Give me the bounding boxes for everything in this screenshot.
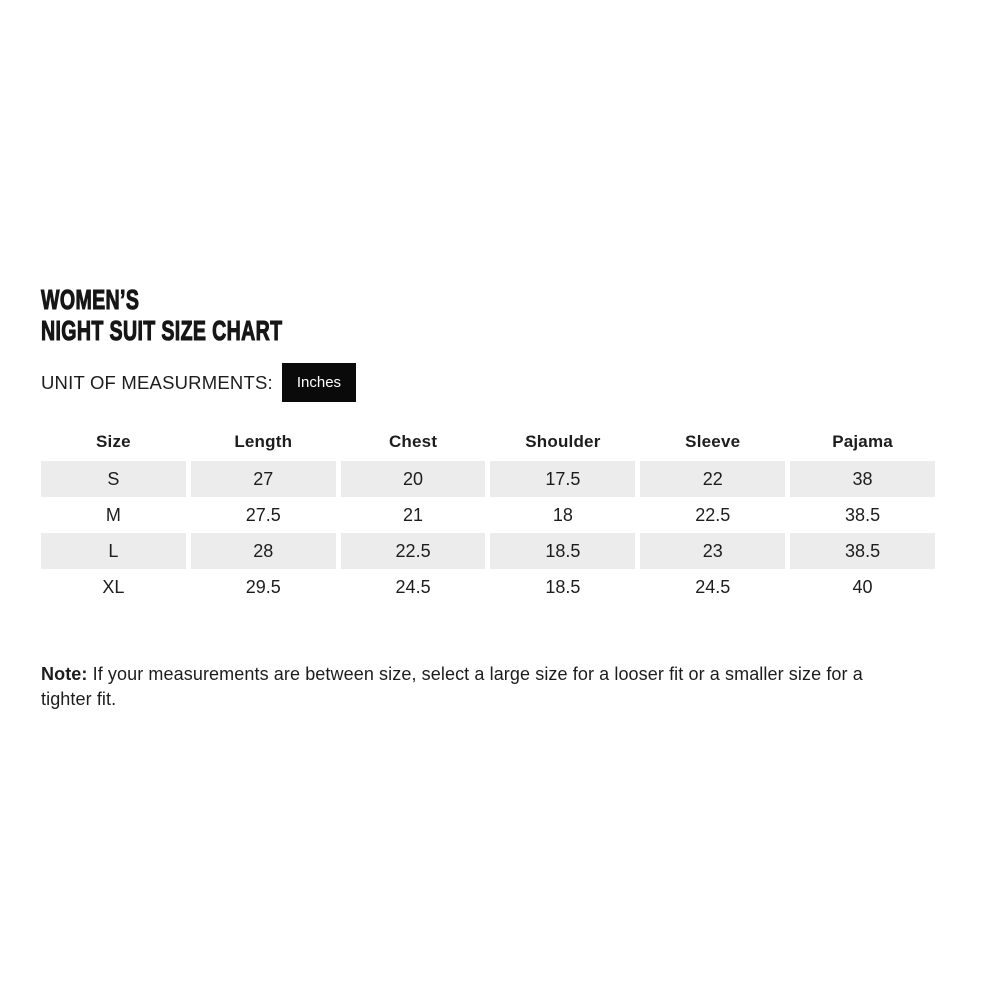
size-table: Size Length Chest Shoulder Sleeve Pajama… [36, 432, 940, 605]
cell-size: L [41, 533, 186, 569]
cell-sleeve: 22 [640, 461, 786, 497]
cell-sleeve: 22.5 [695, 504, 731, 525]
cell-length: 29.5 [245, 576, 281, 597]
table-row-m: M 27.5 21 18 22.5 38.5 [41, 497, 935, 533]
note-text: If your measurements are between size, s… [41, 664, 863, 709]
cell-size: M [105, 504, 121, 525]
table-row-xl: XL 29.5 24.5 18.5 24.5 40 [41, 569, 935, 605]
col-header-chest: Chest [388, 432, 438, 451]
col-header-sleeve: Sleeve [685, 432, 741, 451]
note-label: Note: [41, 664, 88, 684]
page-title-line1: WOMEN’S [41, 283, 140, 315]
unit-label: UNIT OF MEASURMENTS: [41, 371, 273, 393]
unit-row: UNIT OF MEASURMENTS: Inches [41, 363, 949, 402]
cell-pajama: 38.5 [845, 504, 881, 525]
cell-shoulder: 18.5 [545, 576, 581, 597]
col-header-shoulder: Shoulder [525, 432, 601, 451]
cell-shoulder: 17.5 [490, 461, 636, 497]
cell-sleeve: 24.5 [695, 576, 731, 597]
cell-length: 27.5 [245, 504, 281, 525]
cell-size: XL [102, 576, 125, 597]
col-header-pajama: Pajama [832, 432, 893, 451]
cell-shoulder: 18.5 [490, 533, 636, 569]
page-title: WOMEN’S NIGHT SUIT SIZE CHART [41, 283, 677, 346]
page-title-line2: NIGHT SUIT SIZE CHART [41, 314, 283, 346]
cell-chest: 24.5 [395, 576, 431, 597]
col-header-size: Size [96, 432, 131, 451]
cell-size: S [41, 461, 186, 497]
cell-chest: 21 [403, 504, 424, 525]
cell-length: 28 [190, 533, 336, 569]
cell-length: 27 [190, 461, 336, 497]
cell-pajama: 40 [852, 576, 873, 597]
size-table-body: S 27 20 17.5 22 38 M 27.5 21 18 22.5 38.… [41, 461, 935, 605]
cell-chest: 22.5 [340, 533, 486, 569]
unit-inches-button[interactable]: Inches [281, 363, 357, 402]
cell-sleeve: 23 [640, 533, 786, 569]
cell-pajama: 38.5 [790, 533, 935, 569]
table-row-s: S 27 20 17.5 22 38 [41, 461, 935, 497]
cell-shoulder: 18 [552, 504, 573, 525]
note: Note: If your measurements are between s… [41, 662, 877, 712]
size-table-header: Size Length Chest Shoulder Sleeve Pajama [41, 432, 935, 461]
cell-chest: 20 [340, 461, 486, 497]
size-chart-page: WOMEN’S NIGHT SUIT SIZE CHART UNIT OF ME… [36, 283, 949, 712]
col-header-length: Length [234, 432, 293, 451]
table-row-l: L 28 22.5 18.5 23 38.5 [41, 533, 935, 569]
cell-pajama: 38 [790, 461, 935, 497]
header-row: Size Length Chest Shoulder Sleeve Pajama [41, 432, 935, 461]
